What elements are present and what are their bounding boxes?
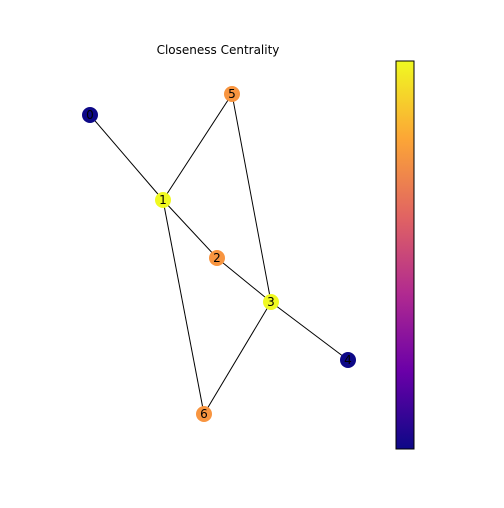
node-circle-1: [155, 192, 171, 208]
node-circle-4: [340, 352, 356, 368]
node-label-3: 3: [267, 295, 275, 309]
node-circle-2: [209, 250, 225, 266]
node-label-2: 2: [213, 251, 221, 265]
node-4: 4: [340, 352, 356, 368]
edge-0-1: [89, 114, 164, 201]
node-label-6: 6: [200, 407, 208, 421]
colorbar: [395, 60, 415, 450]
node-circle-5: [224, 86, 240, 102]
node-0: 0: [82, 107, 98, 123]
node-label-5: 5: [228, 87, 236, 101]
node-circle-6: [196, 406, 212, 422]
node-5: 5: [224, 86, 240, 102]
node-circle-3: [263, 294, 279, 310]
edges-layer: [89, 93, 349, 415]
colorbar-gradient: [396, 61, 414, 449]
node-1: 1: [155, 192, 171, 208]
nodes-layer: 0 1 2 3 4 5 6: [82, 86, 356, 422]
node-label-4: 4: [344, 353, 352, 367]
edge-2-3: [216, 257, 272, 303]
colorbar-frame: [395, 60, 415, 450]
node-label-0: 0: [86, 108, 94, 122]
node-3: 3: [263, 294, 279, 310]
edge-1-6: [162, 199, 205, 415]
node-circle-0: [82, 107, 98, 123]
node-6: 6: [196, 406, 212, 422]
edge-1-2: [162, 199, 218, 259]
edge-3-4: [270, 301, 349, 361]
node-label-1: 1: [159, 193, 167, 207]
chart-title: Closeness Centrality: [157, 43, 280, 57]
edge-1-5: [162, 93, 233, 201]
edge-3-6: [203, 301, 272, 415]
edge-5-3: [231, 93, 272, 303]
node-2: 2: [209, 250, 225, 266]
